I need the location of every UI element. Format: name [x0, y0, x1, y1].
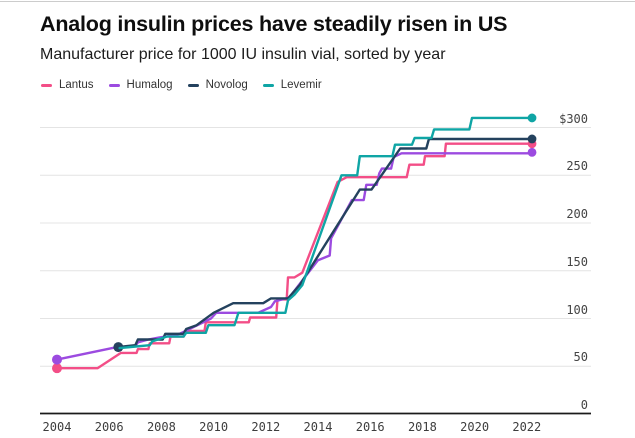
legend-swatch-icon — [187, 83, 199, 87]
legend-label: Humalog — [126, 79, 173, 91]
legend-swatch-icon — [41, 83, 52, 87]
x-tick-label-2008: 2008 — [146, 420, 176, 434]
legend-item-novolog: Novolog — [187, 79, 248, 91]
y-tick-label-100: 100 — [566, 302, 588, 317]
x-tick-label-2012: 2012 — [251, 420, 281, 434]
x-tick-label-2004: 2004 — [42, 420, 72, 434]
series-end-dot-humalog — [527, 147, 537, 157]
series-start-dot-lantus — [52, 363, 62, 374]
x-tick-label-2006: 2006 — [94, 420, 124, 434]
series-line-novolog — [117, 137, 534, 349]
x-tick-label-2018: 2018 — [407, 420, 437, 434]
chart-subtitle: Manufacturer price for 1000 IU insulin v… — [40, 46, 446, 63]
x-tick-label-2022: 2022 — [512, 420, 542, 434]
chart-title: Analog insulin prices have steadily rise… — [40, 12, 508, 36]
x-tick-label-2020: 2020 — [460, 420, 490, 434]
series-start-dot-humalog — [52, 354, 62, 365]
series-start-dot-novolog — [113, 342, 124, 353]
y-tick-label-250: 250 — [566, 159, 588, 174]
legend-item-humalog: Humalog — [108, 79, 173, 91]
x-tick-label-2014: 2014 — [303, 420, 333, 434]
x-tick-label-2016: 2016 — [355, 420, 385, 434]
legend-label: Lantus — [59, 79, 94, 91]
y-tick-label-150: 150 — [566, 254, 588, 269]
series-line-humalog — [55, 152, 534, 361]
series-end-dot-novolog — [527, 134, 537, 144]
series-end-dot-levemir — [527, 113, 537, 123]
y-tick-label-200: 200 — [566, 207, 588, 221]
series-line-lantus — [55, 142, 534, 370]
legend-swatch-icon — [108, 83, 120, 87]
legend-item-lantus: Lantus — [41, 79, 94, 91]
legend-item-levemir: Levemir — [262, 79, 322, 91]
x-tick-label-2010: 2010 — [199, 420, 229, 434]
y-tick-label-300: $300 — [559, 111, 588, 126]
legend-label: Novolog — [205, 79, 248, 91]
legend-label: Levemir — [280, 79, 322, 91]
series-line-levemir — [118, 116, 534, 350]
card-top-border — [0, 1, 635, 2]
y-tick-label-0: 0 — [580, 398, 588, 412]
legend-swatch-icon — [262, 83, 274, 87]
legend: Lantus Humalog Novolog Levemir — [41, 79, 322, 91]
y-tick-label-50: 50 — [573, 350, 588, 365]
